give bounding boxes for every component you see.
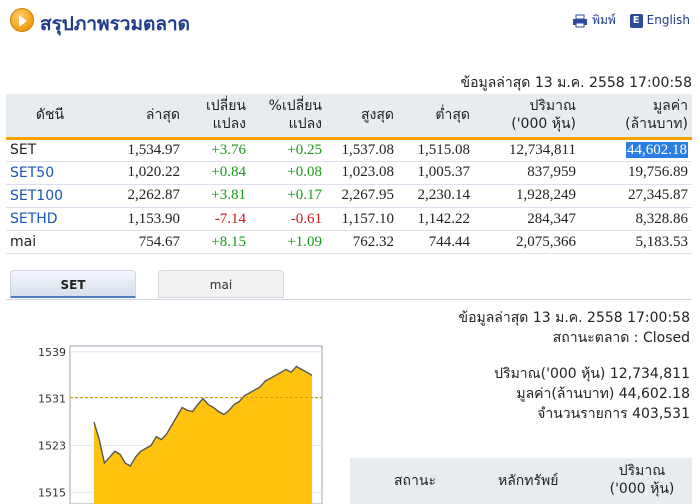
high-value: 2,267.95 [326, 184, 398, 209]
col-value: มูลค่า (ล้านบาท) [580, 94, 692, 140]
high-value: 1,023.08 [326, 161, 398, 185]
chart-y-tick-label: 1539 [38, 346, 66, 359]
pct-change-value: +0.17 [250, 184, 326, 209]
index-name[interactable]: SET50 [6, 161, 94, 185]
tab-set[interactable]: SET [10, 270, 136, 298]
info-updated-time: ข้อมูลล่าสุด 13 ม.ค. 2558 17:00:58 [458, 310, 690, 326]
low-value: 1,515.08 [398, 138, 474, 162]
index-name[interactable]: SET [6, 138, 94, 162]
english-label: English [646, 13, 690, 28]
index-name[interactable]: SETHD [6, 207, 94, 232]
market-status: สถานะตลาด : Closed [552, 330, 690, 346]
low-value: 2,230.14 [398, 184, 474, 209]
col-low: ต่ำสุด [398, 94, 474, 140]
index-intraday-chart: 1539 1531 1523 1515 [38, 345, 323, 504]
table-header-row: ดัชนี ล่าสุด เปลี่ยน แปลง %เปลี่ยน แปลง สู… [6, 94, 692, 140]
arrow-icon [10, 8, 34, 32]
market-summary-table: ดัชนี ล่าสุด เปลี่ยน แปลง %เปลี่ยน แปลง สู… [6, 94, 692, 255]
market-tabs: SET mai [6, 268, 692, 300]
low-value: 744.44 [398, 230, 474, 255]
change-value: +8.15 [184, 230, 250, 255]
col-change: เปลี่ยน แปลง [184, 94, 250, 140]
table-row: SET 1,534.97 +3.76 +0.25 1,537.08 1,515.… [6, 138, 692, 162]
last-value: 1,153.90 [94, 207, 184, 232]
col-last: ล่าสุด [94, 94, 184, 140]
page-header: สรุปภาพรวมตลาด พิมพ์ E English [6, 6, 694, 35]
change-value: +3.81 [184, 184, 250, 209]
high-value: 1,157.10 [326, 207, 398, 232]
col-volume: ปริมาณ ('000 หุ้น) [474, 94, 580, 140]
low-value: 1,005.37 [398, 161, 474, 185]
low-value: 1,142.22 [398, 207, 474, 232]
volume-value: 284,347 [474, 207, 580, 232]
volume-value: 2,075,366 [474, 230, 580, 255]
chart-y-tick-label: 1531 [38, 393, 66, 406]
high-value: 762.32 [326, 230, 398, 255]
english-flag-icon: E [629, 13, 643, 28]
pct-change-value: -0.61 [250, 207, 326, 232]
info-value: มูลค่า(ล้านบาท) 44,602.18 [516, 386, 690, 402]
chart-line-series [93, 365, 313, 467]
volume-value: 837,959 [474, 161, 580, 185]
value-value: 27,345.87 [580, 184, 692, 209]
table-row: SET50 1,020.22 +0.84 +0.08 1,023.08 1,00… [6, 161, 692, 185]
table-updated-time: ข้อมูลล่าสุด 13 ม.ค. 2558 17:00:58 [460, 75, 692, 91]
chart-y-tick-label: 1523 [38, 439, 66, 452]
col-high: สูงสุด [326, 94, 398, 140]
pct-change-value: +0.25 [250, 138, 326, 162]
value-value: 5,183.53 [580, 230, 692, 255]
col-mini-volume: ปริมาณ ('000 หุ้น) [609, 463, 675, 497]
chart-y-tick-label: 1515 [38, 486, 66, 499]
col-status: สถานะ [394, 473, 436, 489]
last-value: 1,534.97 [94, 138, 184, 162]
page-title: สรุปภาพรวมตลาด [40, 13, 190, 35]
value-value: 44,602.18 [626, 141, 688, 158]
tab-mai[interactable]: mai [158, 270, 284, 298]
table-row: SETHD 1,153.90 -7.14 -0.61 1,157.10 1,14… [6, 207, 692, 232]
col-pct-change: %เปลี่ยน แปลง [250, 94, 326, 140]
volume-value: 12,734,811 [474, 138, 580, 162]
top-securities-table-header: สถานะ หลักทรัพย์ ปริมาณ ('000 หุ้น) [350, 458, 692, 504]
pct-change-value: +1.09 [250, 230, 326, 255]
last-value: 2,262.87 [94, 184, 184, 209]
last-value: 754.67 [94, 230, 184, 255]
index-name[interactable]: mai [6, 230, 94, 255]
col-index: ดัชนี [6, 94, 94, 140]
change-value: +3.76 [184, 138, 250, 162]
change-value: +0.84 [184, 161, 250, 185]
pct-change-value: +0.08 [250, 161, 326, 185]
value-value: 8,328.86 [580, 207, 692, 232]
print-label: พิมพ์ [592, 13, 616, 27]
printer-icon [573, 14, 588, 27]
index-name[interactable]: SET100 [6, 184, 94, 209]
volume-value: 1,928,249 [474, 184, 580, 209]
chart-area-series [94, 366, 312, 504]
last-value: 1,020.22 [94, 161, 184, 185]
table-row: mai 754.67 +8.15 +1.09 762.32 744.44 2,0… [6, 230, 692, 255]
info-trades: จำนวนรายการ 403,531 [537, 406, 690, 422]
english-link[interactable]: E English [629, 13, 690, 28]
table-row: SET100 2,262.87 +3.81 +0.17 2,267.95 2,2… [6, 184, 692, 209]
high-value: 1,537.08 [326, 138, 398, 162]
value-value: 19,756.89 [580, 161, 692, 185]
info-volume: ปริมาณ('000 หุ้น) 12,734,811 [494, 366, 690, 382]
col-security: หลักทรัพย์ [498, 473, 559, 489]
change-value: -7.14 [184, 207, 250, 232]
market-info-panel: ข้อมูลล่าสุด 13 ม.ค. 2558 17:00:58 สถานะ… [459, 308, 690, 424]
print-link[interactable]: พิมพ์ [572, 11, 616, 30]
